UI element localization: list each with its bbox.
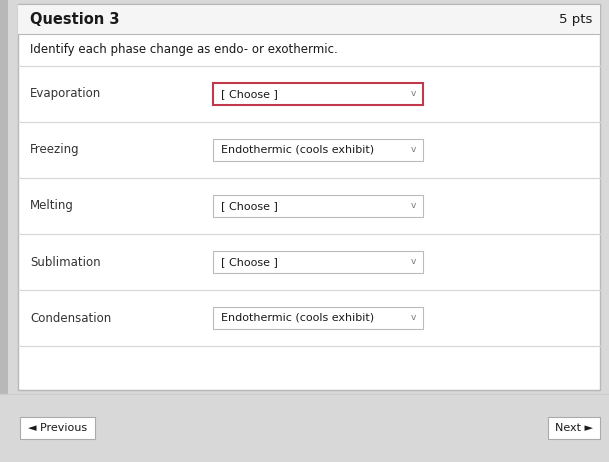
Text: Condensation: Condensation — [30, 311, 111, 324]
Text: Next ►: Next ► — [555, 423, 593, 433]
Text: v: v — [410, 146, 416, 154]
Bar — [18, 4, 600, 34]
Bar — [213, 251, 423, 273]
Text: v: v — [410, 257, 416, 267]
Text: Sublimation: Sublimation — [30, 255, 100, 268]
Text: Melting: Melting — [30, 200, 74, 213]
Text: [ Choose ]: [ Choose ] — [221, 201, 278, 211]
Text: Evaporation: Evaporation — [30, 87, 101, 101]
Bar — [213, 195, 423, 217]
Text: Question 3: Question 3 — [30, 12, 119, 26]
Bar — [213, 139, 423, 161]
Text: Freezing: Freezing — [30, 144, 80, 157]
Text: v: v — [410, 90, 416, 98]
Text: Endothermic (cools exhibit): Endothermic (cools exhibit) — [221, 313, 374, 323]
Bar — [18, 4, 600, 390]
Text: [ Choose ]: [ Choose ] — [221, 257, 278, 267]
Text: ◄ Previous: ◄ Previous — [28, 423, 87, 433]
Bar — [213, 307, 423, 329]
Text: [ Choose ]: [ Choose ] — [221, 89, 278, 99]
Bar — [0, 394, 609, 462]
Text: Identify each phase change as endo- or exothermic.: Identify each phase change as endo- or e… — [30, 43, 338, 56]
Text: v: v — [410, 314, 416, 322]
Text: 5 pts: 5 pts — [558, 12, 592, 25]
Bar — [0, 0, 8, 462]
Bar — [213, 83, 423, 105]
Bar — [20, 417, 95, 439]
Text: Endothermic (cools exhibit): Endothermic (cools exhibit) — [221, 145, 374, 155]
Text: v: v — [410, 201, 416, 211]
Bar — [548, 417, 600, 439]
